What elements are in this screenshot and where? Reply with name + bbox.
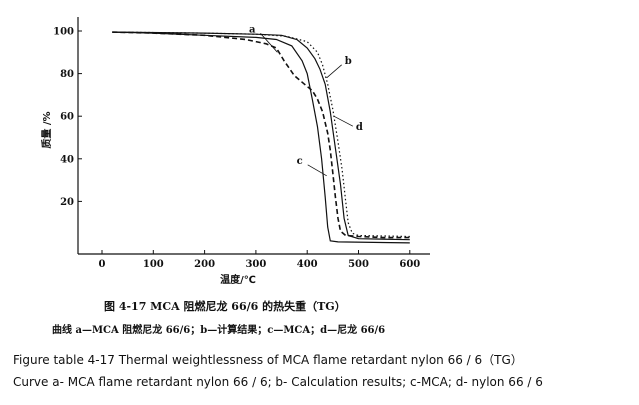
figure-caption: 图 4-17 MCA 阻燃尼龙 66/6 的热失重（TG） — [104, 300, 346, 313]
curve-label-d: d — [356, 122, 363, 133]
plot-frame — [77, 17, 430, 255]
axis-ticks: 0 100 200 300 400 500 600 20 40 60 80 100 — [53, 27, 420, 271]
leader-line-b — [326, 64, 342, 79]
curve-c — [112, 31, 410, 244]
leader-line-a — [260, 33, 278, 53]
curve-d — [112, 31, 410, 241]
leader-line-c — [307, 164, 327, 177]
translated-legend: Curve a- MCA flame retardant nylon 66 / … — [13, 375, 543, 389]
x-axis-title: 温度/℃ — [220, 273, 256, 286]
y-tick-label: 40 — [60, 154, 74, 165]
tg-chart: 0 100 200 300 400 500 600 20 40 60 80 100 a b c d 温度/℃… — [40, 17, 430, 286]
x-tick-label: 500 — [348, 259, 369, 270]
curves — [112, 31, 410, 244]
x-tick-label: 200 — [194, 259, 215, 270]
curve-legend-caption: 曲线 a—MCA 阻燃尼龙 66/6；b—计算结果；c—MCA；d—尼龙 66/… — [52, 325, 386, 336]
curve-a — [112, 31, 410, 239]
curve-label-c: c — [297, 156, 303, 167]
y-axis-title: 质量 /% — [40, 111, 53, 148]
curve-label-a: a — [249, 24, 256, 35]
y-tick-label: 60 — [60, 112, 74, 123]
curve-b — [112, 31, 410, 238]
y-tick-label: 80 — [60, 69, 74, 80]
leader-line-d — [333, 115, 354, 127]
translated-caption: Figure table 4-17 Thermal weightlessness… — [13, 353, 523, 367]
curve-labels: a b c d — [249, 24, 363, 177]
x-tick-label: 300 — [245, 259, 266, 270]
y-tick-label: 20 — [60, 197, 74, 208]
x-tick-label: 0 — [99, 259, 106, 270]
x-tick-label: 400 — [297, 259, 318, 270]
x-tick-label: 600 — [399, 259, 420, 270]
curve-label-b: b — [345, 56, 352, 67]
y-tick-label: 100 — [53, 27, 74, 38]
x-tick-label: 100 — [143, 259, 164, 270]
